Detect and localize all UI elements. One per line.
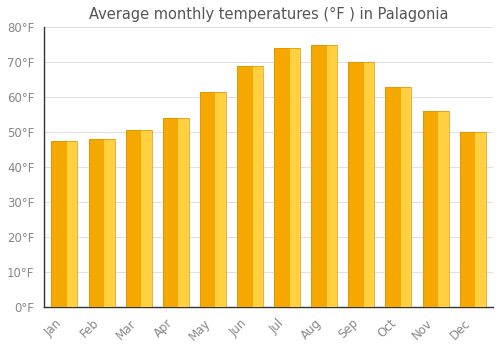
Bar <box>386 87 411 307</box>
Bar <box>52 141 67 307</box>
Bar <box>438 111 448 307</box>
Bar <box>163 118 189 307</box>
Bar <box>327 45 337 307</box>
Bar <box>88 139 104 307</box>
Bar <box>104 139 115 307</box>
Bar <box>163 118 178 307</box>
Bar <box>311 45 337 307</box>
Bar <box>178 118 189 307</box>
Bar <box>401 87 411 307</box>
Bar <box>311 45 327 307</box>
Bar <box>200 92 226 307</box>
Bar <box>422 111 438 307</box>
Bar <box>126 131 142 307</box>
Bar <box>290 48 300 307</box>
Bar <box>386 87 401 307</box>
Bar <box>126 131 152 307</box>
Bar <box>274 48 289 307</box>
Bar <box>216 92 226 307</box>
Bar <box>252 66 263 307</box>
Bar <box>475 132 486 307</box>
Bar <box>200 92 216 307</box>
Bar <box>237 66 263 307</box>
Bar <box>52 141 78 307</box>
Bar <box>274 48 300 307</box>
Title: Average monthly temperatures (°F ) in Palagonia: Average monthly temperatures (°F ) in Pa… <box>89 7 449 22</box>
Bar <box>142 131 152 307</box>
Bar <box>460 132 475 307</box>
Bar <box>67 141 78 307</box>
Bar <box>88 139 115 307</box>
Bar <box>237 66 252 307</box>
Bar <box>348 62 364 307</box>
Bar <box>422 111 448 307</box>
Bar <box>348 62 374 307</box>
Bar <box>364 62 374 307</box>
Bar <box>460 132 485 307</box>
